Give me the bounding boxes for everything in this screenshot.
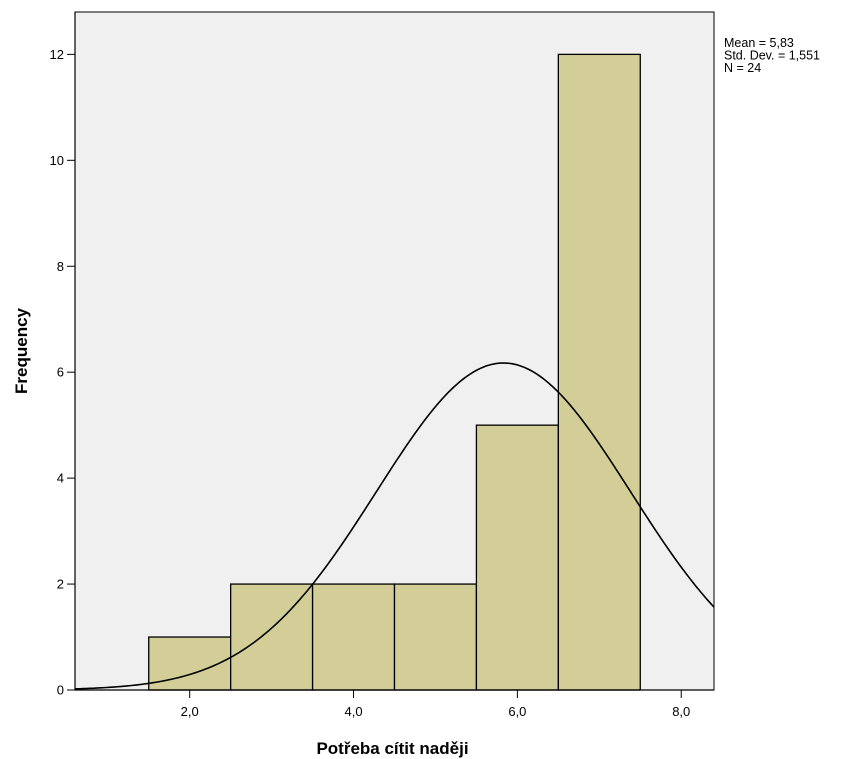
stats-mean: Mean = 5,83: [724, 36, 794, 50]
y-tick-label: 12: [50, 47, 64, 62]
histogram-bar: [557, 53, 641, 691]
stats-legend: Mean = 5,83 Std. Dev. = 1,551 N = 24: [724, 36, 820, 75]
y-axis-title: Frequency: [12, 307, 31, 394]
histogram-bar: [311, 583, 396, 691]
y-tick-label: 6: [57, 365, 64, 380]
histogram-bar: [393, 583, 478, 691]
histogram-bar: [230, 583, 314, 691]
y-tick-label: 2: [57, 577, 64, 592]
x-tick-label: 6,0: [508, 704, 526, 719]
x-tick-label: 4,0: [344, 704, 362, 719]
x-tick-label: 2,0: [181, 704, 199, 719]
x-axis-ticks: 2,0 4,0 6,0 8,0: [181, 690, 690, 719]
x-axis-title: Potřeba cítit naději: [316, 739, 468, 758]
x-tick-label: 8,0: [672, 704, 690, 719]
bars-group: [148, 53, 641, 691]
y-tick-label: 10: [50, 153, 64, 168]
y-tick-label: 0: [57, 683, 64, 698]
y-tick-label: 4: [57, 471, 64, 486]
stats-n: N = 24: [724, 61, 761, 75]
histogram-bar: [475, 424, 559, 691]
normal-curve: [74, 362, 715, 690]
stats-std-dev: Std. Dev. = 1,551: [724, 49, 820, 63]
y-tick-label: 8: [57, 259, 64, 274]
y-axis-ticks: 0 2 4 6 8 10 12: [50, 47, 75, 698]
